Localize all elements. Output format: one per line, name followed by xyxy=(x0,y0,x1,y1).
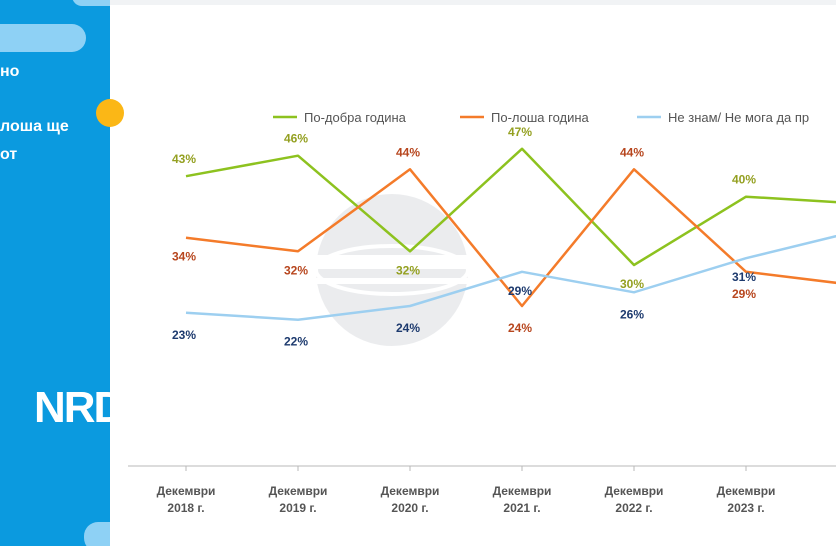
x-tick-label: Декември xyxy=(381,484,440,498)
data-label: 24% xyxy=(508,321,532,335)
x-tick-label: Декември xyxy=(717,484,776,498)
orange-dot-marker xyxy=(96,99,124,127)
data-label: 32% xyxy=(396,263,420,277)
data-label: 40% xyxy=(732,173,756,187)
x-tick-label: 2021 г. xyxy=(503,501,540,515)
line-chart: Декември 2018 г. Декември 2019 г. Декември 20… xyxy=(128,110,836,515)
data-label: 44% xyxy=(620,145,644,159)
data-label: 44% xyxy=(396,145,420,159)
data-label: 26% xyxy=(620,307,644,321)
data-label: 43% xyxy=(172,152,196,166)
chart-area: Декември 2018 г. Декември 2019 г. Декември 20… xyxy=(110,0,836,546)
logo-text: NRD xyxy=(34,383,125,432)
x-tick-label: Декември xyxy=(157,484,216,498)
data-label: 34% xyxy=(172,250,196,264)
sidebar-text-line-2: лоша ще xyxy=(0,118,69,135)
data-label: 46% xyxy=(284,132,308,146)
sidebar-pill-bottom xyxy=(84,522,110,546)
sidebar-pill-top xyxy=(72,0,110,6)
x-tick-label: 2018 г. xyxy=(167,501,204,515)
x-tick-label: 2020 г. xyxy=(391,501,428,515)
sidebar-text-line-3: от xyxy=(0,146,18,163)
top-divider xyxy=(110,0,836,5)
data-label: 29% xyxy=(732,287,756,301)
sidebar-pill-middle xyxy=(0,24,86,52)
series-line xyxy=(185,234,836,321)
series-line xyxy=(185,147,836,267)
x-tick-label: 2023 г. xyxy=(727,501,764,515)
data-label: 30% xyxy=(620,277,644,291)
data-label: 47% xyxy=(508,125,532,139)
x-tick-label: 2019 г. xyxy=(279,501,316,515)
data-label: 31% xyxy=(732,270,756,284)
data-label: 32% xyxy=(284,263,308,277)
x-tick-label: Декември xyxy=(493,484,552,498)
nrd24-logo: NRD24 xyxy=(34,384,172,432)
legend-label: Не знам/ Не мога да пр xyxy=(668,110,809,125)
x-tick-label: 2022 г. xyxy=(615,501,652,515)
data-label: 22% xyxy=(284,335,308,349)
data-label: 24% xyxy=(396,321,420,335)
legend-label: По-лоша година xyxy=(491,110,590,125)
series-line xyxy=(185,168,836,308)
data-label: 23% xyxy=(172,328,196,342)
data-label: 29% xyxy=(508,284,532,298)
x-tick-label: Декември xyxy=(269,484,328,498)
x-tick-label: Декември xyxy=(605,484,664,498)
legend-label: По-добра година xyxy=(304,110,407,125)
sidebar-text-line-1: но xyxy=(0,63,20,80)
logo-number: 24 xyxy=(123,383,173,432)
sidebar-panel: но лоша ще от xyxy=(0,0,110,546)
